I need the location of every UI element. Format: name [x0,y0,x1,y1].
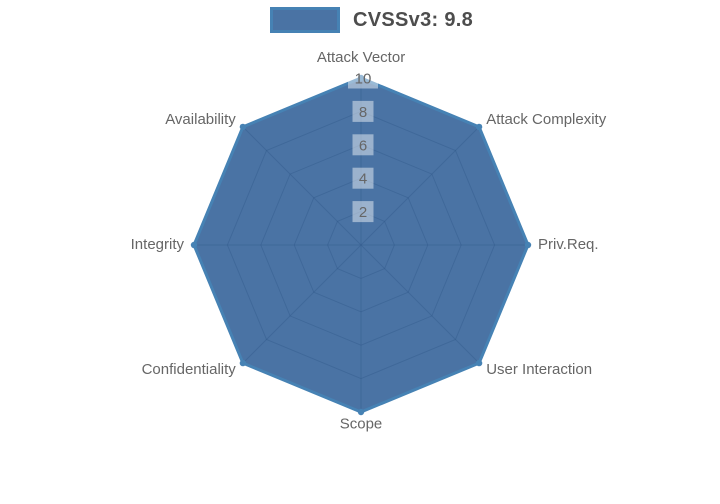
data-point [357,408,365,416]
tick-label: 4 [359,171,367,188]
tick-backdrop [352,167,374,189]
tick-backdrop [348,67,378,89]
axis-label-confidentiality: Confidentiality [142,361,237,378]
axis-label-integrity: Integrity [131,236,185,253]
tick-backdrop [352,100,374,122]
legend-series-label: CVSSv3: 9.8 [353,8,474,31]
data-point [357,74,365,82]
axis-label-priv-req-: Priv.Req. [538,236,599,253]
tick-label: 6 [359,137,367,154]
chart-legend[interactable]: CVSSv3: 9.8 [270,7,473,33]
axis-label-user-interaction: User Interaction [486,361,592,378]
tick-label: 10 [355,71,372,88]
axis-label-availability: Availability [165,111,236,128]
data-point [524,241,532,249]
tick-label: 8 [359,104,367,121]
tick-backdrop [352,201,374,223]
tick-label: 2 [359,204,367,221]
axis-label-attack-complexity: Attack Complexity [486,111,607,128]
legend-swatch [270,7,340,33]
data-point [190,241,198,249]
data-point [475,359,483,367]
data-point [239,359,247,367]
data-point [475,123,483,131]
data-point [239,123,247,131]
tick-backdrop [352,134,374,156]
axis-label-attack-vector: Attack Vector [317,49,405,66]
axis-label-scope: Scope [340,415,383,432]
